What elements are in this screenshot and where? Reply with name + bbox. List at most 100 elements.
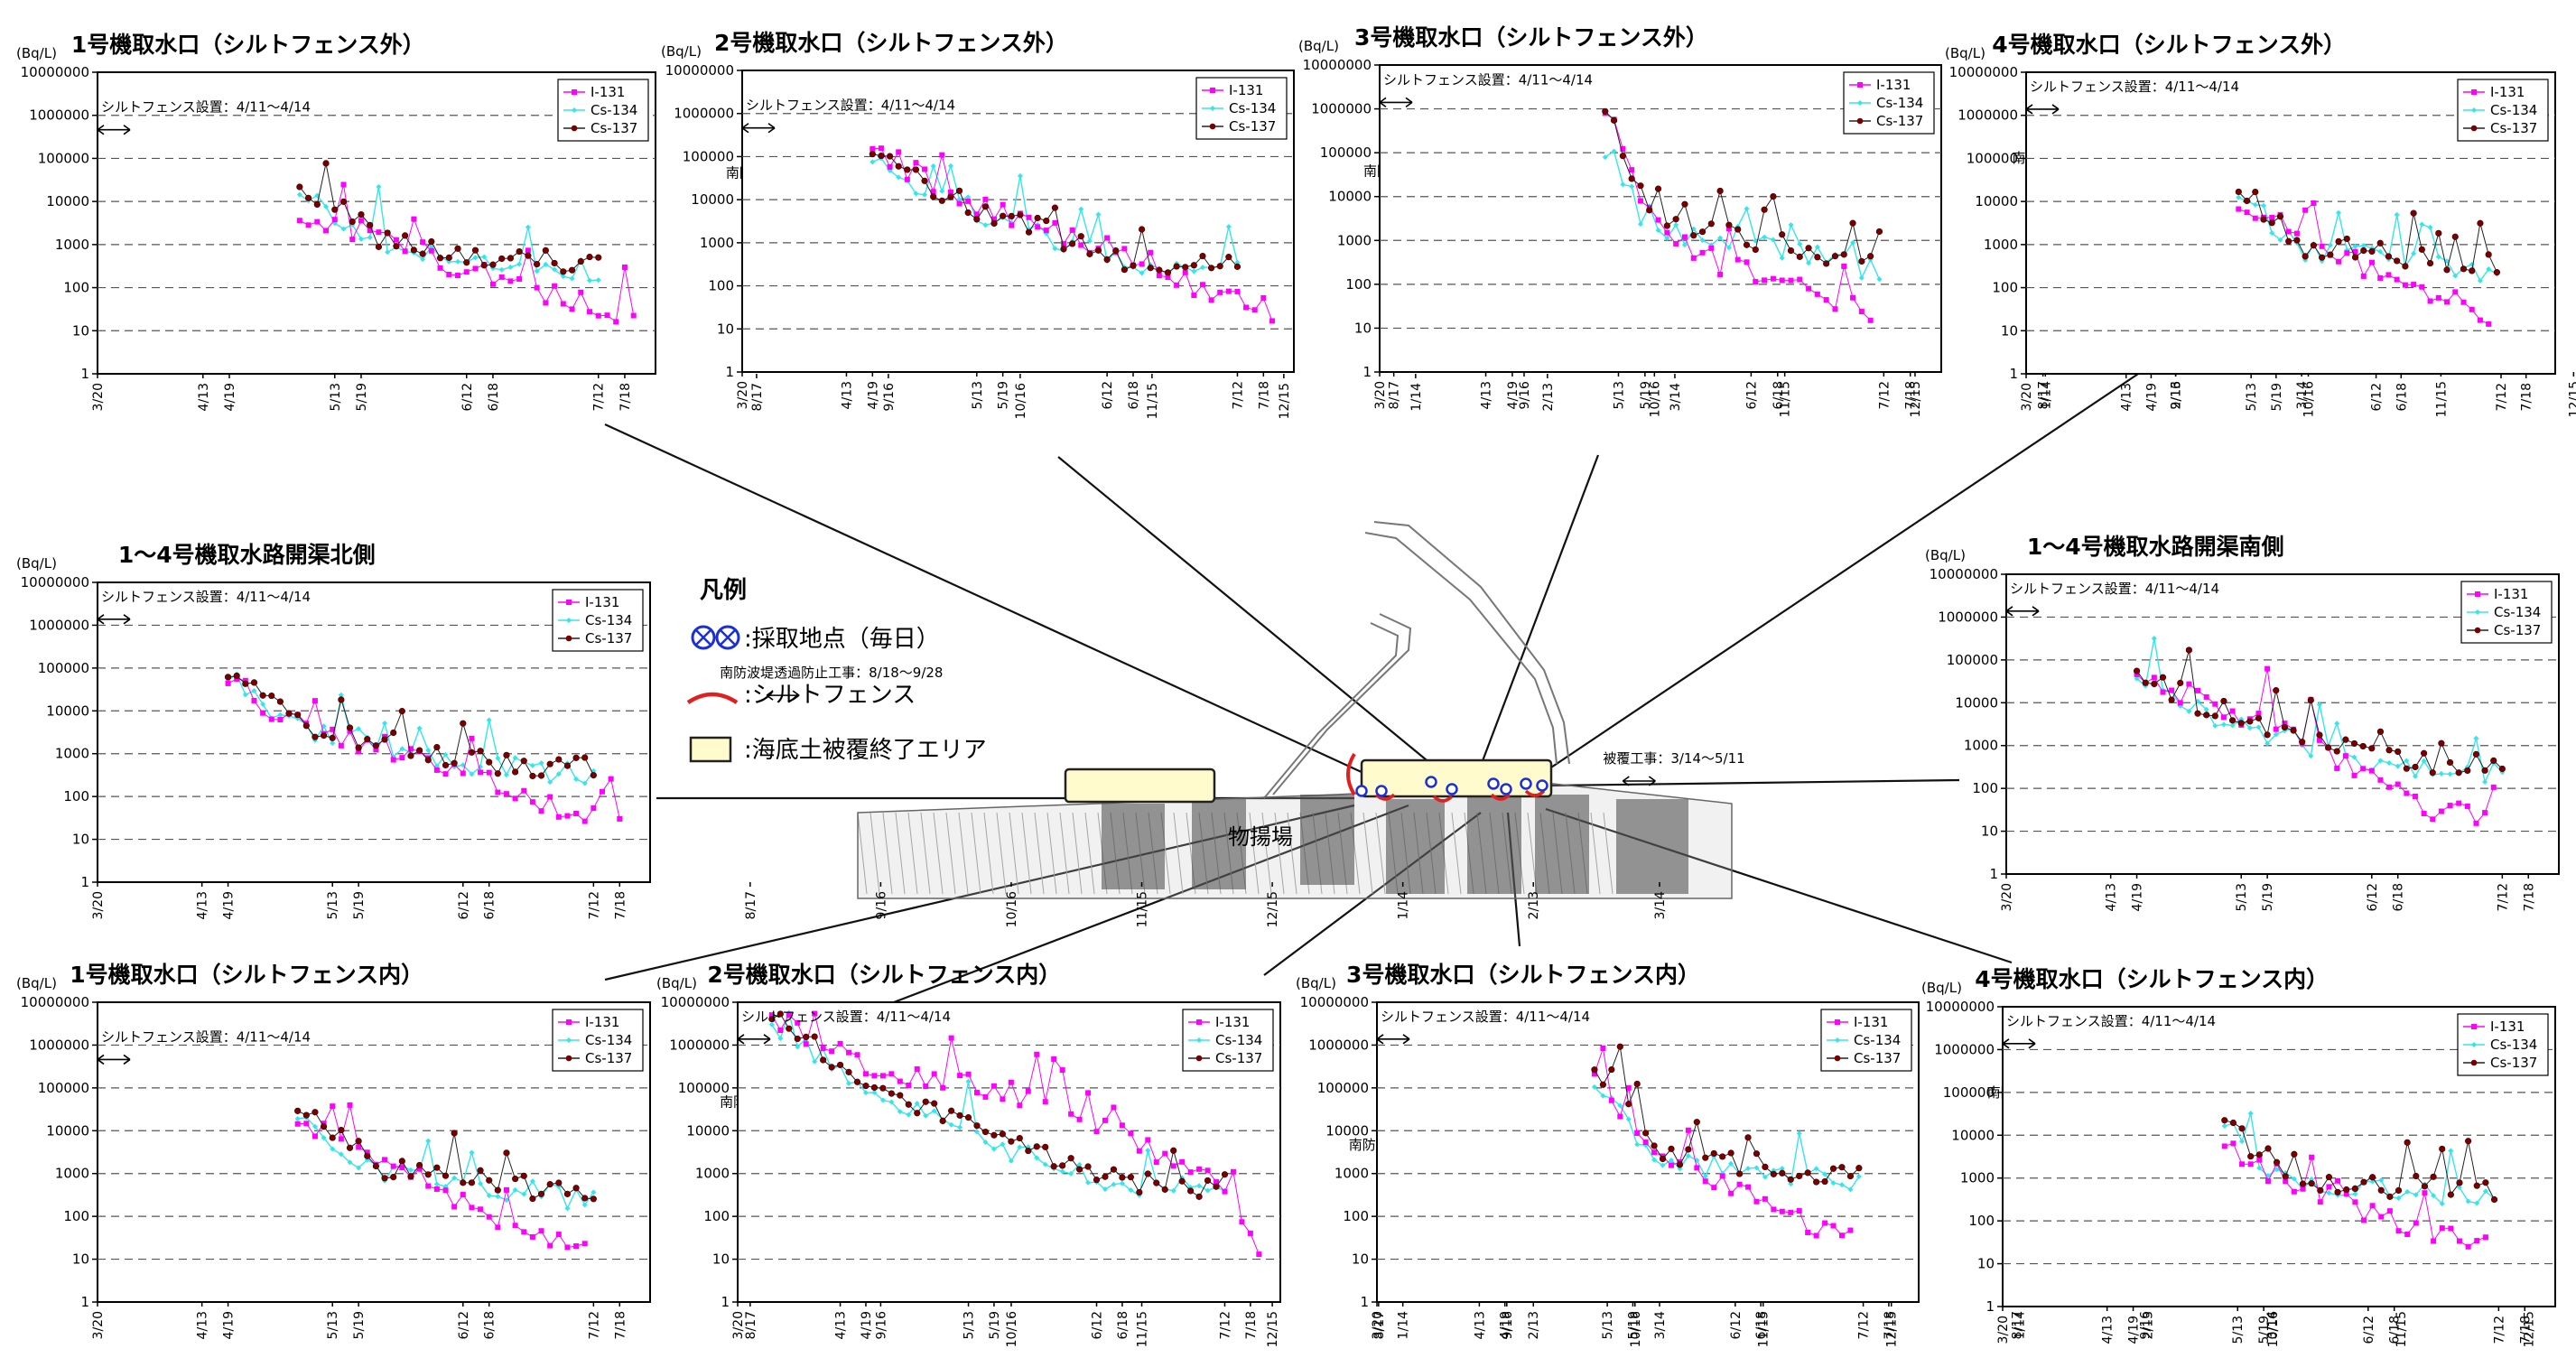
land-area [857,783,1733,899]
chart-legend: I-131 Cs-134 Cs-137 [1843,71,1935,135]
point-cs134 [1788,1181,1794,1187]
data-layer [296,160,637,325]
legend-marker-cs134 [572,107,577,113]
point-i131 [599,788,605,795]
point-i131 [2291,1188,2297,1195]
y-tick-label: 10000000 [661,994,730,1010]
legend-marker-i131 [566,600,572,605]
plant-building [1192,799,1246,889]
point-cs134 [931,1108,937,1114]
point-cs137 [285,710,293,717]
sampling-point [1446,783,1458,795]
point-cs137 [512,1175,519,1183]
point-cs137 [2151,680,2158,688]
point-cs134 [1591,1084,1597,1090]
legend-label: I-131 [2490,1018,2525,1035]
point-i131 [1681,234,1688,240]
point-cs134 [338,1151,344,1158]
point-cs134 [1034,1155,1040,1161]
point-i131 [2269,214,2275,220]
point-cs134 [2309,1176,2315,1182]
point-cs137 [454,245,461,252]
point-i131 [878,145,884,152]
point-cs134 [1637,221,1643,228]
point-i131 [829,1048,835,1055]
leader-line [1479,454,1600,767]
point-i131 [347,1102,353,1108]
y-tick-label: 1000000 [669,1037,730,1053]
chart-legend: I-131 Cs-134 Cs-137 [552,589,644,652]
x-tick-label: 3/20 [731,1311,746,1339]
point-cs137 [1855,1165,1863,1172]
y-tick-label: 10 [1977,1256,1995,1272]
point-cs134 [2448,1148,2454,1154]
legend-label: Cs-134 [1876,95,1923,111]
point-i131 [376,229,382,236]
point-cs137 [2343,235,2350,243]
point-i131 [1847,1227,1854,1233]
x-tick-label: 12/15 [2567,381,2576,417]
point-cs137 [2221,1117,2228,1124]
point-cs137 [1000,212,1007,219]
point-i131 [957,1073,963,1079]
point-cs137 [2238,1125,2246,1132]
point-cs137 [836,1061,844,1069]
point-i131 [870,145,876,152]
point-cs137 [393,243,400,250]
legend-marker-cs137 [1195,1055,1203,1062]
point-i131 [529,1233,535,1240]
y-tick-label: 10000000 [1949,64,2018,80]
point-i131 [1051,1056,1057,1062]
x-tick-label: 7/18 [1883,1311,1897,1339]
point-cs137 [1233,263,1242,270]
point-cs137 [990,1131,998,1139]
point-i131 [1637,198,1643,204]
point-i131 [1634,1130,1641,1136]
x-tick-label: 4/19 [2144,383,2159,411]
point-cs137 [520,1172,527,1179]
point-cs137 [364,1152,371,1159]
point-cs137 [2469,267,2476,274]
legend-label: Cs-137 [2494,622,2541,638]
point-i131 [2351,772,2357,778]
point-i131 [2300,1186,2306,1192]
point-cs137 [1077,233,1084,240]
point-cs137 [1849,219,1856,227]
point-cs137 [1025,1147,1032,1155]
y-tick-label: 100 [1343,1208,1369,1224]
legend-marker-i131 [2471,89,2477,95]
point-i131 [1153,1159,1159,1166]
point-cs134 [1681,242,1688,248]
y-tick-label: 100 [63,788,89,805]
point-cs137 [981,203,990,210]
point-i131 [2239,1161,2246,1167]
point-cs134 [1076,1161,1083,1167]
point-i131 [529,799,535,805]
x-tick-label: 6/12 [2366,883,2380,911]
point-cs137 [1602,107,1609,115]
point-cs137 [1628,175,1635,182]
point-i131 [356,748,362,754]
point-cs137 [2282,1173,2289,1180]
y-tick-label: 10000000 [1926,999,1995,1015]
north-breakwater-inner [1364,532,1558,765]
point-i131 [2334,765,2340,771]
point-i131 [1717,271,1724,277]
point-cs137 [2447,1191,2454,1198]
y-tick-label: 10 [1352,1251,1369,1268]
chart-legend: I-131 Cs-134 Cs-137 [552,1009,644,1072]
y-tick-label: 10000 [1955,694,1998,711]
x-tick-label: 5/19 [2261,883,2275,911]
point-i131 [2386,784,2393,790]
point-cs137 [581,1195,589,1202]
point-i131 [486,769,492,776]
point-i131 [251,697,257,703]
land-hatch [933,812,944,895]
point-cs137 [537,772,545,779]
point-cs134 [1042,1161,1048,1167]
point-cs134 [469,1149,475,1156]
point-cs137 [242,680,249,687]
sampling-point [1520,777,1532,790]
series-line-Cs-134 [2238,197,2497,283]
y-tick-label: 1000000 [1934,1041,1995,1057]
